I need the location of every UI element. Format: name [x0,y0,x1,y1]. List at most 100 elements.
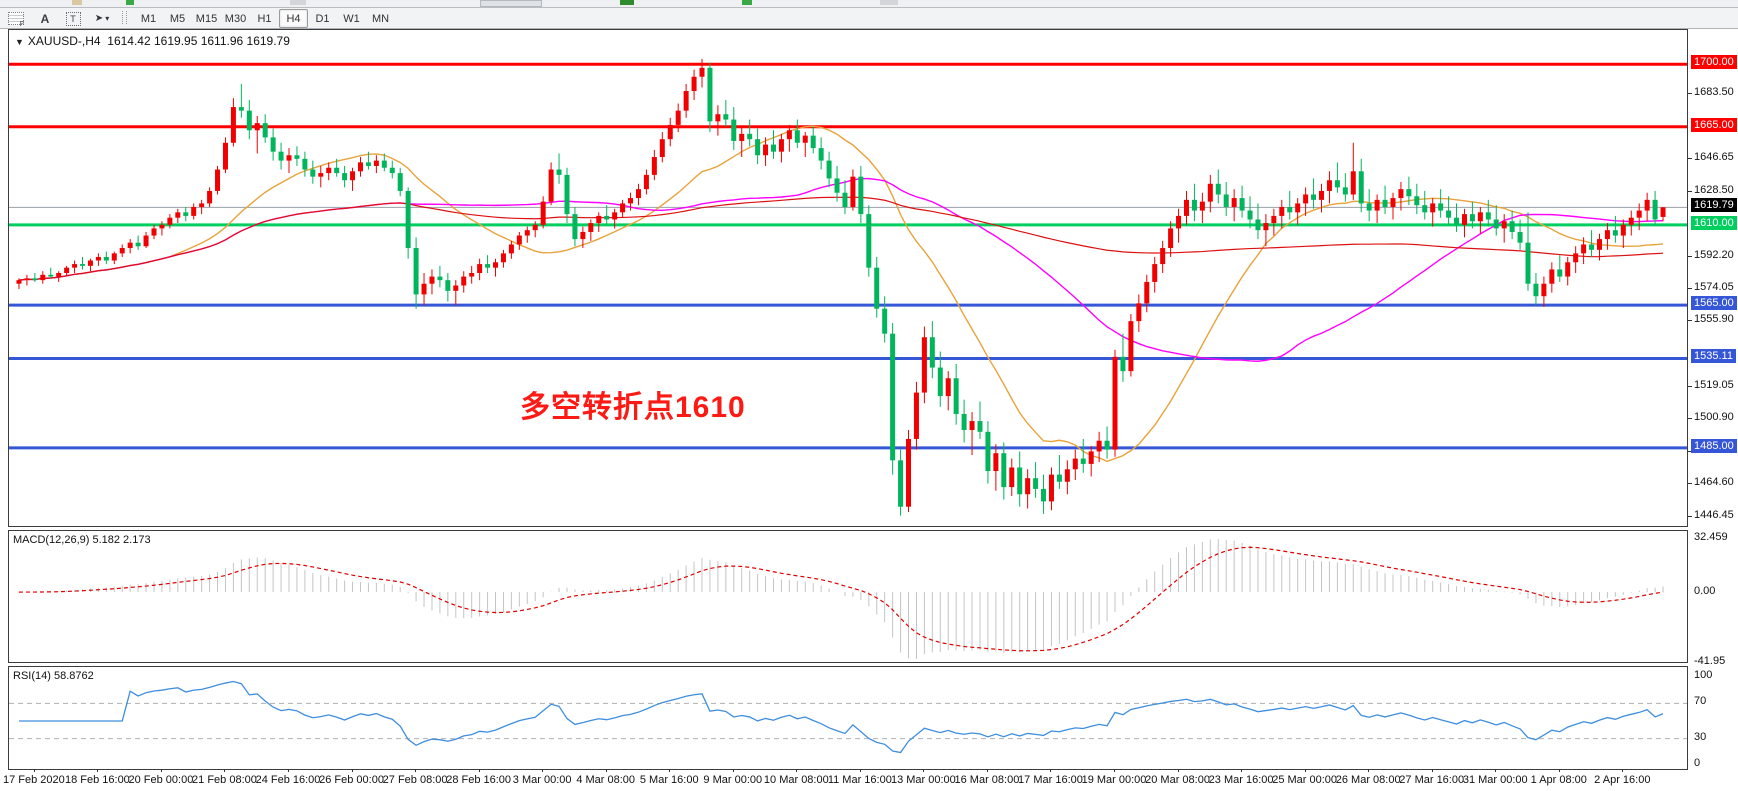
toolbar-grip[interactable] [122,11,127,24]
text-tool-button[interactable]: A [34,9,56,28]
timeframe-button-mn[interactable]: MN [371,12,390,25]
price-level-badge: 1535.11 [1691,349,1736,364]
timeframe-button-m5[interactable]: M5 [169,12,186,25]
candle-body [564,174,570,215]
candle-body [1596,239,1602,250]
candle-body [175,212,181,218]
candle-body [842,192,848,207]
time-tick-mark [605,769,607,772]
ma-150-line [18,196,1664,281]
candle-body [1136,303,1142,322]
candle-body [80,264,86,266]
candle-body [580,231,586,240]
main-price-chart-panel[interactable]: ▼ XAUUSD-,H4 1614.42 1619.95 1611.96 1619… [8,29,1688,527]
price-tick-label: 1519.05 [1694,379,1734,392]
candle-body [230,107,236,143]
candle-body [802,135,808,143]
timeframe-button-w1[interactable]: W1 [343,12,360,25]
time-tick-mark [1050,769,1052,772]
time-axis-label: 3 Mar 00:00 [512,774,572,786]
time-axis-label: 16 Mar 08:00 [954,774,1020,786]
candle-body [103,256,109,261]
price-axis[interactable]: 1683.50 1646.65 1628.50 1592.20 1574.05 1555.… [1688,29,1738,770]
collapse-arrow-icon[interactable]: ▼ [15,37,24,47]
candle-body [1620,224,1626,236]
ohlc-quotes: 1614.42 1619.95 1611.96 1619.79 [107,34,290,48]
candle-body [786,130,792,140]
candle-body [659,139,665,158]
timeframe-button-h1[interactable]: H1 [257,12,272,25]
candle-body [1660,207,1666,217]
time-tick-mark [1241,769,1243,772]
chart-text-annotation[interactable]: 多空转折点1610 [520,391,746,424]
candle-body [1263,223,1269,231]
candle-body [596,215,602,224]
cropped-button [290,0,306,5]
candle-body [826,160,832,179]
fibonacci-grid-tool-button[interactable]: F [4,9,28,28]
time-axis-label: 28 Feb 16:00 [446,774,512,786]
time-axis-label: 21 Feb 08:00 [192,774,257,786]
candle-body [699,67,705,77]
candle-body [1295,203,1301,213]
candle-body [1334,180,1340,188]
timeframe-button-m30[interactable]: M30 [224,12,247,25]
candle-body [1025,478,1031,495]
time-axis-label: 27 Mar 16:00 [1399,774,1465,786]
candle-body [1191,199,1197,211]
candle-body [1509,221,1515,232]
candle-body [262,123,268,138]
candle-body [1017,467,1023,495]
price-level-badge: 1610.00 [1691,215,1737,230]
candle-body [1549,269,1555,284]
time-tick-mark [478,769,480,772]
time-axis-label: 19 Mar 00:00 [1081,774,1147,786]
candle-body [1604,230,1610,240]
arrows-tool-button[interactable]: ➤ ▾ [86,9,118,28]
candle-body [397,173,403,191]
text-label-tool-button[interactable]: T [62,9,84,28]
candle-body [1525,242,1531,284]
candle-body [270,137,276,152]
candle-body [691,76,697,92]
candle-body [1477,212,1483,222]
candle-body [318,173,324,177]
candle-body [898,460,904,507]
time-tick-mark [415,769,417,772]
candle-body [818,148,824,161]
candle-body [882,308,888,334]
candle-body [1056,474,1062,482]
dropdown-caret-icon: ▾ [105,14,110,23]
candle-body [508,244,514,254]
macd-indicator-panel[interactable]: MACD(12,26,9) 5.182 2.173 [8,530,1688,663]
candle-body [913,392,919,439]
candle-body [1430,203,1436,213]
timeframe-button-h4[interactable]: H4 [279,9,308,28]
candle-body [620,203,626,213]
candle-body [1454,217,1460,225]
rsi-indicator-panel[interactable]: RSI(14) 58.8762 [8,666,1688,770]
candle-body [1358,171,1364,204]
timeframe-button-m1[interactable]: M1 [140,12,157,25]
candle-body [1438,203,1444,211]
time-axis-label: 2 Apr 16:00 [1594,774,1651,786]
candle-body [1033,478,1039,489]
time-tick-mark [97,769,99,772]
timeframe-button-m15[interactable]: M15 [195,12,218,25]
candle-body [516,235,522,245]
candle-body [524,230,530,236]
candle-body [421,283,427,295]
time-axis-label: 20 Mar 08:00 [1145,774,1210,786]
price-tick-label: 1574.05 [1694,280,1734,293]
candle-body [731,119,737,141]
candle-body [890,333,896,461]
candle-body [1152,264,1158,282]
time-axis-label: 18 Feb 16:00 [64,774,130,786]
time-axis[interactable]: 17 Feb 2020 18 Feb 16:00 20 Feb 00:00 21 Fe… [3,769,1688,791]
axis-tick-mark [1688,190,1692,192]
candlestick-chart[interactable] [9,30,1687,526]
candle-body [1080,458,1086,464]
time-axis-label: 20 Feb 00:00 [128,774,194,786]
timeframe-button-d1[interactable]: D1 [315,12,330,25]
macd-label: MACD(12,26,9) 5.182 2.173 [13,534,151,546]
